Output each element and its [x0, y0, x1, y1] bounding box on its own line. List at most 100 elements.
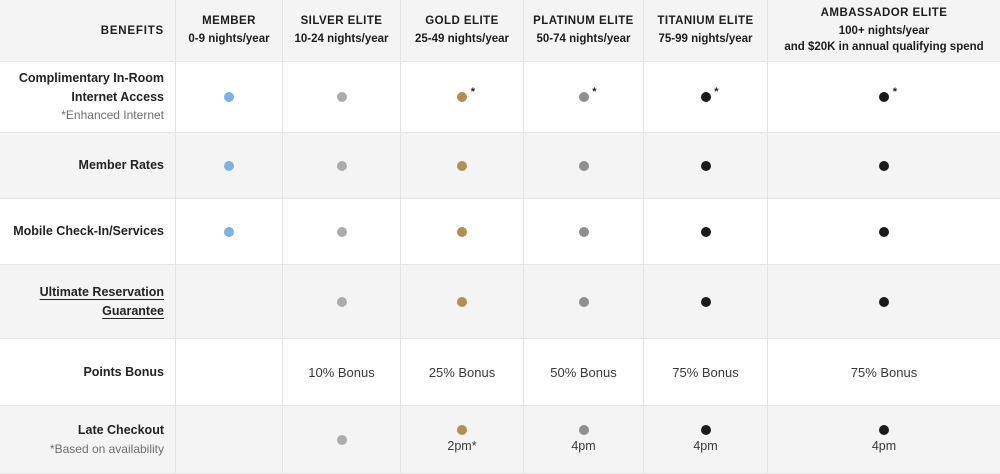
benefit-cell-member — [175, 62, 282, 132]
dot-platinum — [578, 92, 589, 102]
benefit-cell-gold: 25% Bonus — [400, 339, 523, 405]
benefit-dot-icon — [457, 425, 467, 435]
benefit-dot-icon — [578, 425, 589, 435]
benefit-dot-icon — [700, 425, 711, 435]
benefit-dot-icon — [224, 92, 234, 102]
benefit-label: Points Bonus — [83, 363, 164, 382]
tier-title-gold: GOLD ELITE — [425, 15, 499, 28]
benefit-dot-icon — [578, 226, 589, 237]
benefit-dot-icon: * — [578, 87, 597, 102]
benefit-label: Late Checkout — [78, 421, 164, 440]
benefit-label-cell: Late Checkout *Based on availability — [0, 406, 175, 473]
dot-silver — [336, 160, 347, 171]
dot-member — [224, 226, 234, 237]
dot-silver — [336, 296, 347, 307]
benefit-dot-icon — [336, 434, 347, 445]
dot-silver — [336, 226, 347, 237]
tier-title-titanium: TITANIUM ELITE — [657, 15, 754, 28]
benefit-cell-member — [175, 199, 282, 264]
tier-title-silver: SILVER ELITE — [300, 15, 383, 28]
row-mobile-check-in: Mobile Check-In/Services — [0, 199, 1000, 265]
benefit-label-line: Member Rates — [78, 158, 164, 173]
benefit-dot-icon — [578, 160, 589, 171]
benefit-cell-platinum: * — [523, 62, 643, 132]
benefit-dot-icon — [879, 226, 889, 237]
asterisk-marker: * — [470, 86, 475, 98]
checkout-time: 4pm — [571, 439, 596, 453]
benefit-cell-titanium: * — [643, 62, 767, 132]
benefit-cell-ambassador — [767, 199, 1000, 264]
benefit-label-cell: Member Rates — [0, 133, 175, 198]
benefit-cell-member — [175, 406, 282, 473]
benefit-dot-icon: * — [700, 87, 719, 102]
benefit-cell-gold: * — [400, 62, 523, 132]
benefit-label-line: Guarantee — [102, 303, 164, 318]
benefit-dot-icon — [457, 160, 467, 171]
benefit-label-cell: Complimentary In-Room Internet Access *Enh… — [0, 62, 175, 132]
dot-silver — [336, 92, 347, 102]
benefit-dot-icon — [457, 296, 467, 307]
checkout-time: 4pm — [871, 439, 897, 453]
benefit-label-cell: Ultimate Reservation Guarantee — [0, 265, 175, 338]
benefits-header-label: BENEFITS — [100, 24, 164, 37]
dot-gold — [457, 226, 467, 237]
benefit-label-cell: Points Bonus — [0, 339, 175, 405]
table-header-row: BENEFITS MEMBER 0-9 nights/year SILVER ELIT… — [0, 0, 1000, 62]
dot-gold — [457, 296, 467, 307]
tier-subtitle: 50-74 nights/year — [536, 33, 631, 46]
tier-subtitle: 25-49 nights/year — [415, 33, 509, 46]
checkout-time: 4pm — [693, 439, 718, 453]
bonus-value: 75% Bonus — [672, 364, 739, 380]
tier-title-ambassador: AMBASSADOR ELITE — [820, 6, 948, 19]
benefit-cell-platinum: 50% Bonus — [523, 339, 643, 405]
benefit-cell-ambassador — [767, 133, 1000, 198]
benefit-dot-icon — [336, 160, 347, 171]
tier-subtitle: and $20K in annual qualifying spend — [784, 41, 984, 54]
benefit-label-line: Mobile Check-In/Services — [13, 224, 164, 239]
benefits-header-cell: BENEFITS — [0, 0, 175, 61]
dot-platinum — [578, 296, 589, 307]
benefit-cell-member — [175, 133, 282, 198]
tier-title-platinum: PLATINUM ELITE — [533, 15, 634, 28]
benefit-note: *Enhanced Internet — [61, 108, 164, 123]
benefit-dot-icon — [457, 226, 467, 237]
dot-platinum — [578, 425, 589, 435]
benefit-label: Member Rates — [79, 156, 164, 175]
dot-member — [224, 160, 234, 171]
tier-header-titanium: TITANIUM ELITE 75-99 nights/year — [643, 0, 767, 61]
benefit-label-line: Ultimate Reservation — [39, 284, 164, 299]
benefit-cell-gold: 2pm* — [400, 406, 523, 473]
benefit-cell-platinum — [523, 199, 643, 264]
benefit-cell-gold — [400, 199, 523, 264]
asterisk-marker: * — [892, 86, 897, 98]
dot-member — [224, 92, 234, 102]
benefit-cell-ambassador: 75% Bonus — [767, 339, 1000, 405]
benefit-label-line: Points Bonus — [83, 364, 164, 379]
benefit-dot-icon — [336, 226, 347, 237]
dot-elite — [879, 92, 889, 102]
benefit-cell-platinum — [523, 265, 643, 338]
tier-subtitle: 75-99 nights/year — [658, 33, 753, 46]
benefit-cell-titanium: 4pm — [643, 406, 767, 473]
tier-header-platinum: PLATINUM ELITE 50-74 nights/year — [523, 0, 643, 61]
benefit-dot-icon — [224, 226, 234, 237]
row-late-checkout: Late Checkout *Based on availability 2pm* 4… — [0, 406, 1000, 474]
benefit-dot-icon — [700, 296, 711, 307]
ultimate-reservation-guarantee-link[interactable]: Ultimate Reservation Guarantee — [40, 283, 164, 321]
dot-elite — [700, 160, 711, 171]
benefit-cell-gold — [400, 265, 523, 338]
benefit-cell-silver — [282, 62, 400, 132]
tier-header-silver: SILVER ELITE 10-24 nights/year — [282, 0, 400, 61]
benefit-dot-icon — [879, 160, 889, 171]
dot-gold — [457, 92, 467, 102]
dot-elite — [879, 296, 889, 307]
bonus-value: 75% Bonus — [850, 364, 918, 380]
benefit-cell-platinum — [523, 133, 643, 198]
bonus-value: 50% Bonus — [550, 364, 617, 380]
benefit-dot-icon: * — [879, 87, 897, 102]
benefit-dot-icon — [879, 425, 889, 435]
benefit-dot-icon — [578, 296, 589, 307]
benefit-cell-silver — [282, 199, 400, 264]
benefit-dot-icon — [224, 160, 234, 171]
dot-elite — [700, 226, 711, 237]
